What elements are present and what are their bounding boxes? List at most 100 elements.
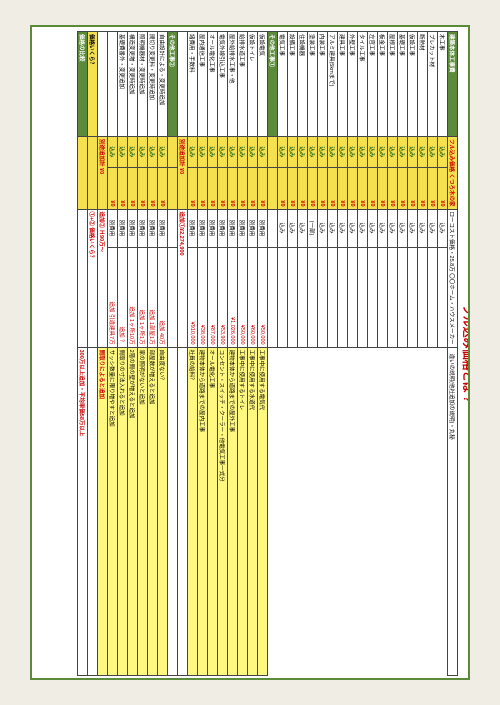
hdr-left: 建築本体工事費	[448, 32, 458, 137]
cell: 追加 40万	[158, 247, 168, 347]
cell: 給排水道工事	[238, 32, 248, 137]
cell: 込み	[188, 137, 198, 168]
cell: 別費用	[218, 209, 228, 247]
cell: 込み	[338, 137, 348, 168]
cell: オール電化工事	[208, 347, 218, 675]
cell	[438, 247, 448, 347]
cell: 板金工事	[378, 32, 388, 137]
cell: 込み	[278, 137, 288, 168]
cell: 電気外線引込工事	[218, 32, 228, 137]
cell: 諸費用・手数料	[188, 32, 198, 137]
cell: ¥0	[248, 167, 258, 209]
cell	[388, 247, 398, 347]
cell: 込み	[298, 137, 308, 168]
cell: ¥0	[318, 167, 328, 209]
sec3-hdr: その他工事②	[168, 32, 178, 137]
hdr-note: 違いの説明(他社追加の説明)・丸秘	[448, 347, 458, 675]
cell: 込み	[278, 209, 288, 247]
cell: 追加 1部屋1万	[148, 247, 158, 347]
cell: 込み	[198, 137, 208, 168]
cell: 込み	[318, 209, 328, 247]
cell: 追加 1ヶ所10万	[128, 247, 138, 347]
cell: 仮設工事	[408, 32, 418, 137]
cell: ¥0	[308, 167, 318, 209]
cell: 込み	[128, 137, 138, 168]
cell: 込み	[108, 137, 118, 168]
cell	[378, 247, 388, 347]
cell: ¥0	[338, 167, 348, 209]
cell: ¥0	[378, 167, 388, 209]
cell: 込み	[348, 137, 358, 168]
cell: 追加 1ヶ所1万	[138, 247, 148, 347]
cell: ¥0	[328, 167, 338, 209]
page-title: フル込み価格とは ?	[460, 31, 470, 676]
cell: ¥0	[438, 167, 448, 209]
cell: ¥0	[428, 167, 438, 209]
cell: ¥0	[188, 167, 198, 209]
cell: 構造変更増・変更時追加	[128, 32, 138, 137]
cell: ¥0	[128, 167, 138, 209]
cell: ¥0	[218, 167, 228, 209]
cell: 込み	[378, 137, 388, 168]
cell: コンセント・スイッチ・クーラー・他電気工事一式分	[218, 347, 228, 675]
cell: 追加 引違建具7万	[108, 247, 118, 347]
sec3-sum-left: 別途追加計 ¥0	[98, 137, 108, 210]
cell: (一部)	[308, 209, 318, 247]
cell: 込み	[148, 137, 158, 168]
cell: ¥0	[198, 167, 208, 209]
cell: 込み	[418, 209, 428, 247]
cell: 込み	[408, 137, 418, 168]
total-right: ①+② 価格いくら？	[88, 209, 98, 347]
cell: 込み	[398, 137, 408, 168]
cell: ¥1,026,000	[228, 247, 238, 347]
cell: 別費用	[158, 209, 168, 247]
cell: 間切り変更料・変更時追加	[148, 32, 158, 137]
cell: 間取りの寸法入れると追加	[118, 347, 128, 675]
cell: 込み	[428, 137, 438, 168]
cell: ¥0	[238, 167, 248, 209]
cell: 外壁工事	[348, 32, 358, 137]
cell: 電気工事	[278, 32, 288, 137]
cell: 込み	[288, 209, 298, 247]
cell: 込み	[328, 137, 338, 168]
cell	[278, 247, 288, 347]
cell: 込み	[408, 209, 418, 247]
cell: 別費用	[238, 209, 248, 247]
cell: ¥0	[418, 167, 428, 209]
cell: アルミ建具(5kmまで)	[328, 32, 338, 137]
cell: ¥910,000	[188, 247, 198, 347]
cell: ¥0	[388, 167, 398, 209]
footer-left: 価格の比較	[78, 32, 88, 137]
cell	[288, 247, 298, 347]
cell: 別費用	[188, 209, 198, 247]
cell: 込み	[158, 137, 168, 168]
cell: 自由設計による・変更時追加	[158, 32, 168, 137]
cell	[318, 247, 328, 347]
cell: プレカット材	[428, 32, 438, 137]
cell: 込み	[258, 137, 268, 168]
cell: ¥0	[398, 167, 408, 209]
cell: 建物本体から道路までの屋外工事	[228, 347, 238, 675]
cell: 込み	[118, 137, 128, 168]
cell: 込み	[358, 209, 368, 247]
main-table: 建築本体工事費 フル込み価格 くつろ木の家 ローコスト価格・25.8万 〇〇ホー…	[77, 31, 458, 676]
cell: 別費用	[198, 209, 208, 247]
cell: ¥0	[138, 167, 148, 209]
cell: 別費用	[108, 209, 118, 247]
cell: ¥0	[118, 167, 128, 209]
cell: 工事中に使用する電気代	[258, 347, 268, 675]
cell	[418, 247, 428, 347]
cell: 部屋数が増えると追加	[148, 347, 158, 675]
cell: ¥0	[358, 167, 368, 209]
cell: 建具工事	[338, 32, 348, 137]
cell: ¥0	[148, 167, 158, 209]
hdr-right: ローコスト価格・25.8万 〇〇ホーム・ハウスメーカー	[448, 209, 458, 347]
cell: 社員の給料？	[188, 347, 198, 675]
cell: 断熱材	[418, 32, 428, 137]
cell	[358, 247, 368, 347]
cell: 屋根工事	[388, 32, 398, 137]
cell: ¥0	[108, 167, 118, 209]
cell: 込み	[228, 137, 238, 168]
cell: 設備工事	[288, 32, 298, 137]
cell: 込み	[388, 137, 398, 168]
